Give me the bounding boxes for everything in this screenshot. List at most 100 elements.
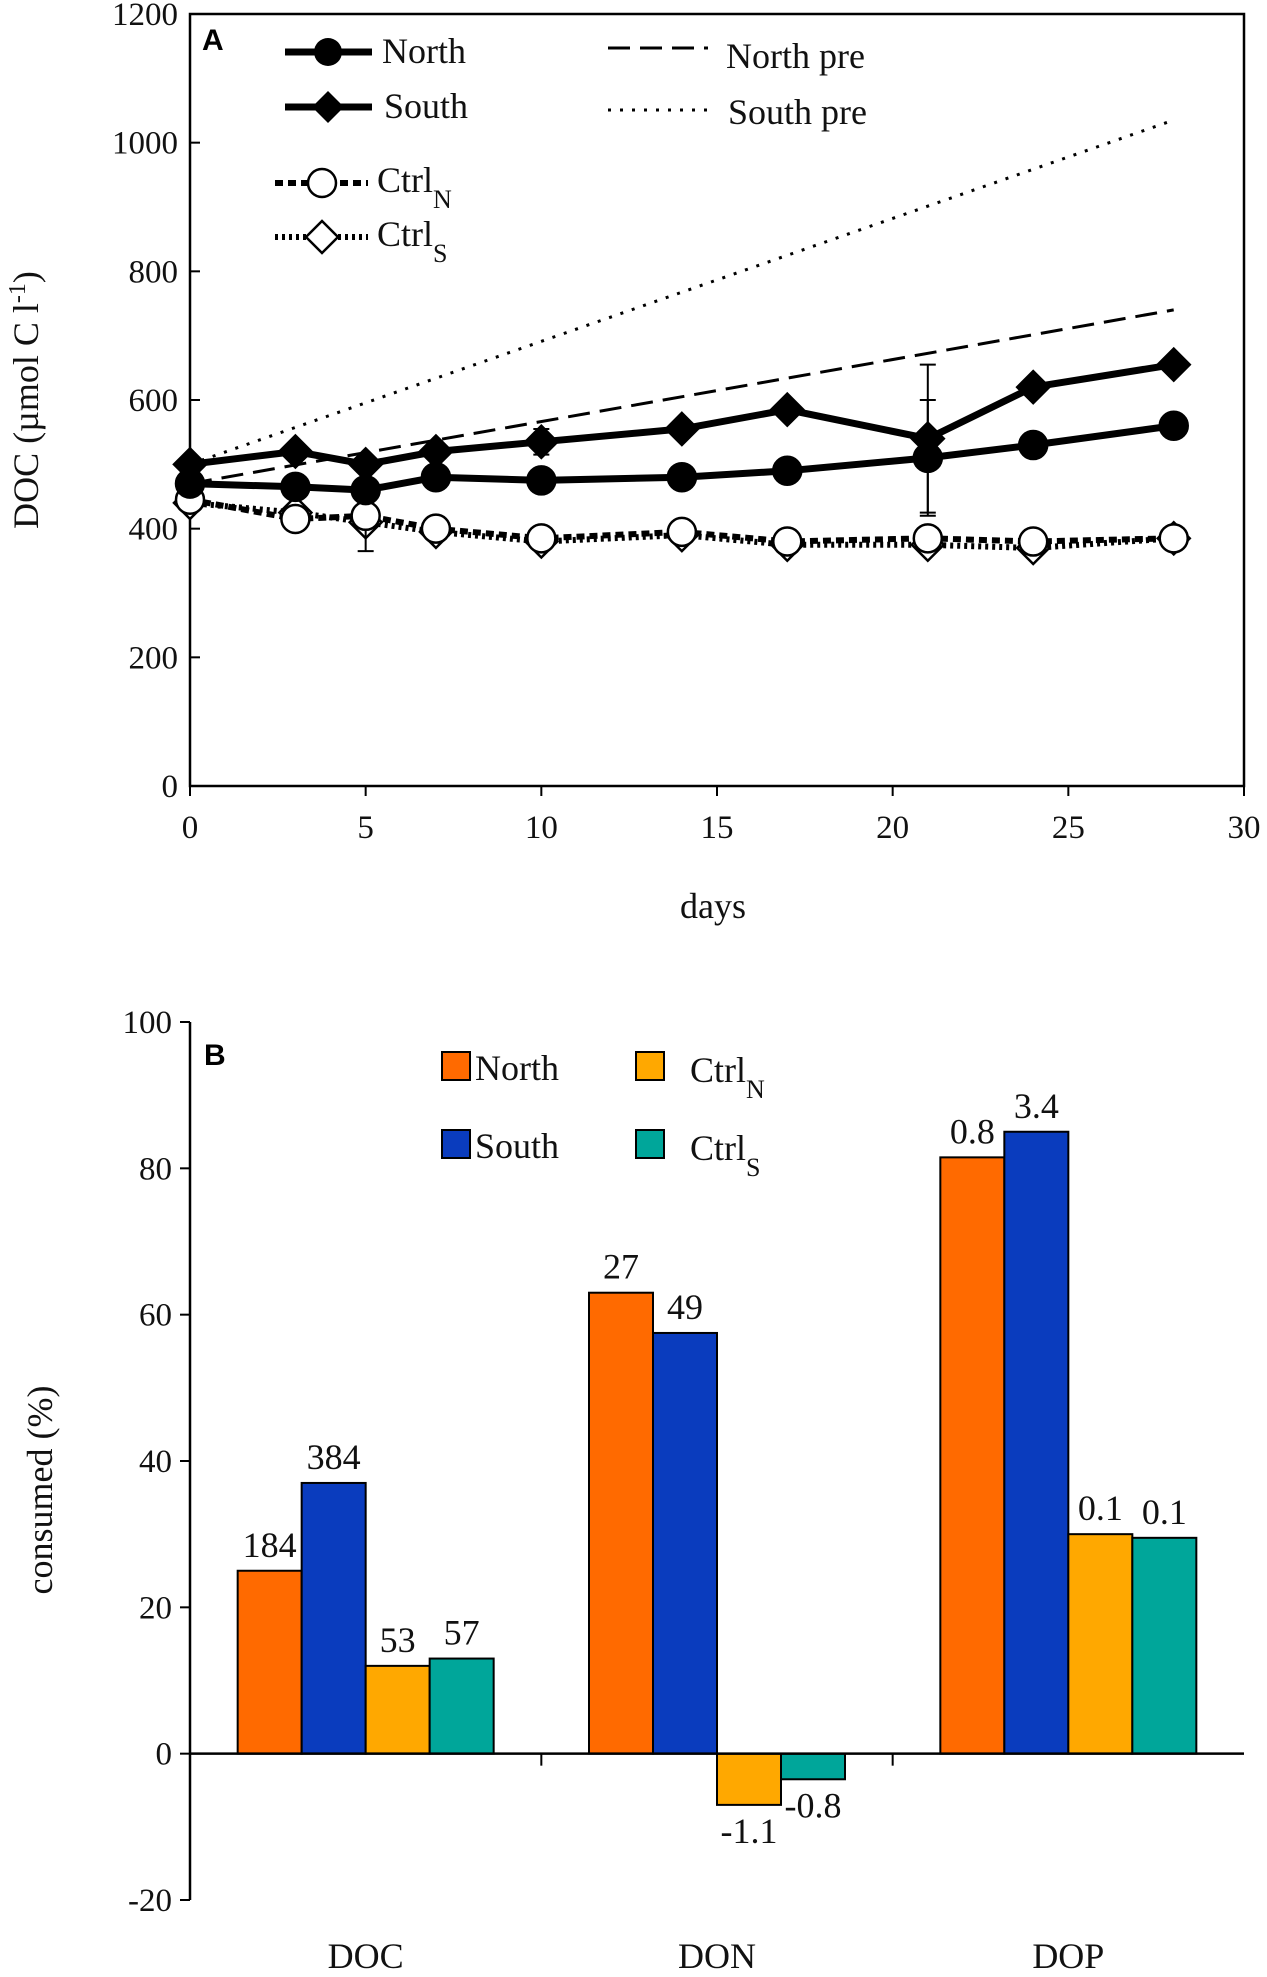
bar-north-dop (939, 1156, 1006, 1755)
x-tick-label: 0 (182, 810, 199, 846)
data-point (526, 523, 557, 554)
open-circle-marker-icon (306, 167, 338, 199)
legend-b-ctrl-n-label: CtrlN (690, 1050, 765, 1104)
data-point (350, 474, 381, 506)
data-point (769, 391, 806, 428)
data-point (523, 424, 560, 460)
data-point (280, 503, 311, 535)
panel-b-category-labels: DOC DON DOP (328, 1936, 1105, 1976)
panel-a-line-chart: 0 200 400 600 800 1000 1200 0 5 10 15 20 25 30 A day… (5, 0, 1261, 926)
legend-b-north: North (441, 1048, 559, 1088)
y-tick-label: 0 (156, 1737, 173, 1773)
y-tick-label: 600 (129, 383, 179, 419)
bar-south-don (652, 1331, 718, 1755)
x-tick-label: 15 (701, 810, 734, 846)
data-point (1017, 526, 1049, 557)
legend-b-ctrl-s-label: CtrlS (690, 1128, 760, 1182)
y-tick-label: 40 (139, 1444, 172, 1480)
x-tick-label: 30 (1228, 810, 1261, 846)
panel-b-legend: North South CtrlN CtrlS (441, 1048, 765, 1182)
panel-a-y-ticks: 0 200 400 600 800 1000 1200 (112, 0, 200, 805)
legend-south-pre: South pre (608, 92, 867, 132)
panel-a-legend: North South CtrlN CtrlS North pre (275, 31, 867, 268)
data-label: 57 (444, 1613, 480, 1653)
data-label: 0.1 (1078, 1488, 1123, 1528)
data-label: 384 (307, 1437, 361, 1477)
bar-ctrl-n-doc (364, 1664, 431, 1755)
data-point (280, 471, 311, 503)
diamond-marker-icon (312, 91, 344, 123)
series-north (174, 399, 1189, 517)
series-line (189, 499, 1174, 551)
data-label: 27 (603, 1247, 639, 1287)
category-label-dop: DOP (1032, 1936, 1104, 1976)
panel-b-bar-chart: -20 0 20 40 60 80 100 184 384 53 57 27 49 -1.1-0.8 0.… (20, 1005, 1244, 1976)
y-tick-label: -20 (128, 1883, 172, 1919)
data-label: -0.8 (785, 1785, 842, 1825)
panel-b-y-axis-label: consumed (%) (20, 1386, 60, 1595)
data-label: 53 (380, 1620, 416, 1660)
data-point (666, 461, 698, 493)
bar-ctrl-s-don (780, 1752, 846, 1781)
bar-south-doc (300, 1481, 367, 1755)
data-label: -1.1 (721, 1811, 778, 1851)
data-point (526, 465, 557, 496)
series-north-pre (189, 308, 1174, 486)
bar-group-dop: 0.8 3.4 0.1 0.1 (939, 1086, 1198, 1755)
category-label-don: DON (678, 1936, 756, 1976)
series-line (189, 496, 1174, 545)
legend-north: North (285, 31, 466, 71)
panel-b-bars: 184 384 53 57 27 49 -1.1-0.8 0.8 3.4 0.1 0.1 (236, 1086, 1198, 1851)
bar-north-doc (236, 1569, 303, 1755)
data-label: 0.1 (1142, 1492, 1187, 1532)
y-tick-label: 60 (139, 1298, 172, 1334)
x-tick-label: 25 (1052, 810, 1085, 846)
y-tick-label: 1000 (112, 126, 178, 162)
x-tick-label: 5 (357, 810, 374, 846)
bar-ctrl-s-dop (1131, 1536, 1198, 1755)
data-label: 3.4 (1014, 1086, 1059, 1126)
legend-south-pre-label: South pre (728, 92, 867, 132)
data-point (277, 433, 314, 470)
category-label-doc: DOC (328, 1936, 404, 1976)
bar-ctrl-n-don (716, 1752, 782, 1806)
legend-north-pre: North pre (608, 36, 865, 76)
x-tick-label: 20 (876, 810, 909, 846)
data-point (1015, 369, 1051, 405)
legend-ctrl-n-label: CtrlN (377, 160, 452, 214)
y-tick-label: 0 (162, 769, 179, 805)
panel-a-x-ticks: 0 5 10 15 20 25 30 (182, 786, 1261, 846)
legend-b-north-label: North (475, 1048, 559, 1088)
circle-marker-icon (314, 38, 342, 66)
data-point (664, 411, 700, 447)
data-label: 0.8 (950, 1111, 995, 1151)
x-tick-label: 10 (525, 810, 558, 846)
y-tick-label: 200 (129, 640, 179, 676)
panel-a-series (172, 118, 1192, 566)
panel-a-x-axis-label: days (680, 886, 746, 926)
panel-a-plot-frame (188, 12, 1246, 788)
bar-north-don (588, 1291, 654, 1755)
legend-ctrl-n: CtrlN (275, 160, 452, 214)
y-tick-label: 80 (139, 1151, 172, 1187)
data-label: 184 (243, 1525, 297, 1565)
panel-a-y-axis-label: DOC (µmol C l-1) (5, 271, 46, 529)
bar-group-doc: 184 384 53 57 (236, 1437, 495, 1755)
series-line (189, 308, 1174, 486)
panel-b-label: B (204, 1039, 226, 1072)
legend-b-south-label: South (475, 1126, 559, 1166)
panel-a-label: A (202, 24, 224, 57)
legend-b-south: South (441, 1126, 559, 1166)
legend-south-label: South (384, 86, 468, 126)
y-tick-label: 100 (123, 1005, 173, 1041)
data-point (1017, 429, 1049, 461)
bar-south-dop (1003, 1130, 1070, 1755)
y-tick-label: 1200 (112, 0, 178, 33)
legend-b-ctrl-n: CtrlN (635, 1050, 765, 1104)
data-point (1158, 410, 1189, 441)
panel-b-zero-axis (190, 1752, 1244, 1766)
data-point (912, 442, 944, 474)
data-point (420, 461, 452, 493)
y-tick-label: 20 (139, 1590, 172, 1626)
data-point (772, 455, 803, 487)
